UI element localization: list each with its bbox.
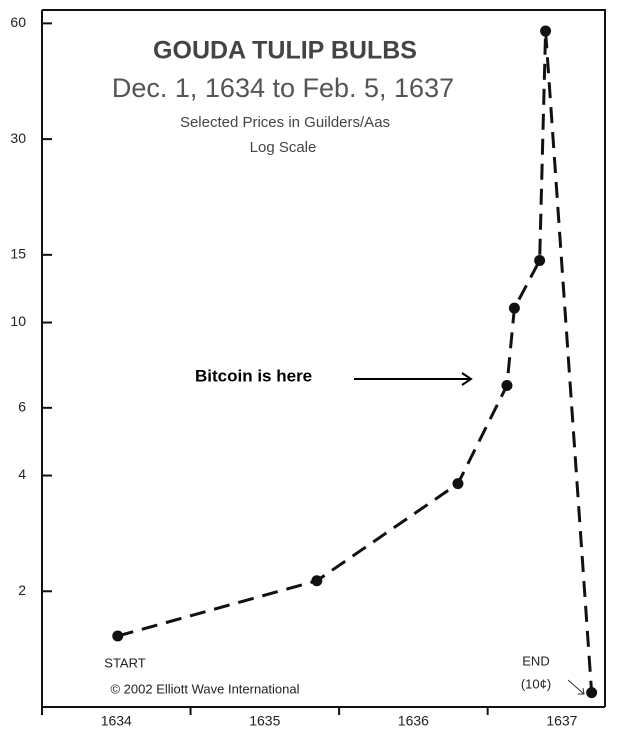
note: Selected Prices in Guilders/Aas [180, 114, 390, 131]
point [311, 575, 323, 587]
point [534, 254, 546, 266]
point [501, 379, 513, 391]
series-line [117, 30, 594, 693]
start-label: START [104, 655, 145, 670]
x-tick-label: 1637 [546, 713, 577, 729]
annotation-arrow [354, 372, 473, 386]
y-tick-label: 30 [10, 130, 26, 146]
chart-title: GOUDA TULIP BULBS [153, 37, 417, 65]
chart-subtitle: Dec. 1, 1634 to Feb. 5, 1637 [112, 73, 454, 103]
x-tick-label: 1636 [398, 713, 429, 729]
x-tick-label: 1634 [101, 713, 132, 729]
y-tick-label: 6 [18, 399, 26, 415]
y-tick-label: 10 [10, 313, 26, 329]
y-tick-label: 15 [10, 246, 26, 262]
copyright: © 2002 Elliott Wave International [110, 681, 299, 696]
note: Log Scale [250, 139, 317, 156]
point [508, 302, 520, 314]
point [112, 630, 124, 642]
end-label: (10¢) [521, 676, 551, 691]
y-tick-label: 4 [18, 466, 26, 482]
x-tick-label: 1635 [249, 713, 280, 729]
y-tick-label: 2 [18, 582, 26, 598]
y-tick-label: 60 [10, 14, 26, 30]
annotation: Bitcoin is here [195, 366, 312, 385]
point [452, 478, 464, 490]
point [586, 687, 598, 699]
end-label: END [522, 653, 549, 668]
point [540, 25, 552, 37]
end-arrow [567, 679, 585, 695]
